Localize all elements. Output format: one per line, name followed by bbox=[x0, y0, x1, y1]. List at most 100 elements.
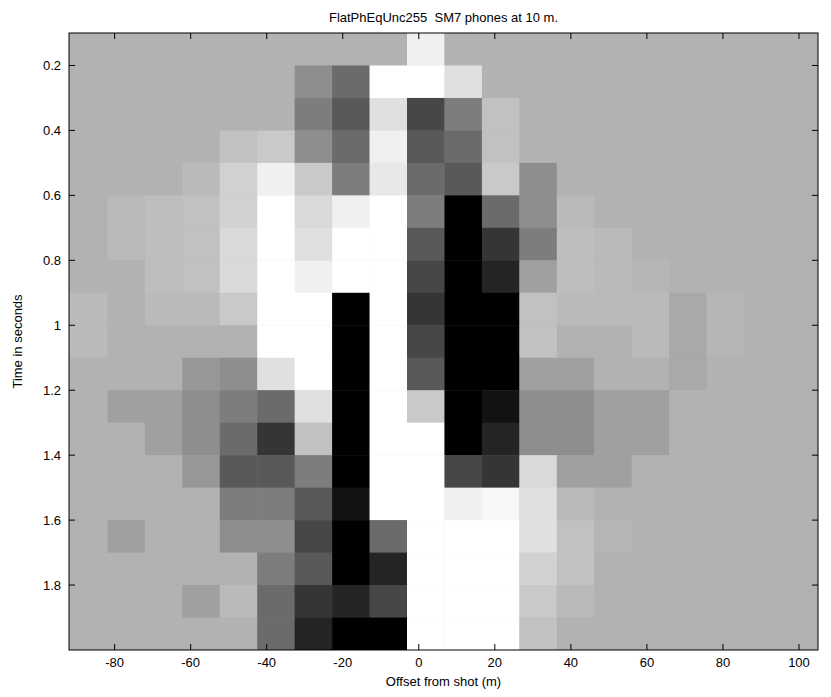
cell bbox=[257, 228, 295, 261]
cell bbox=[182, 260, 220, 293]
cell bbox=[182, 455, 220, 488]
cell bbox=[594, 33, 632, 66]
cell bbox=[744, 423, 782, 456]
cell bbox=[257, 488, 295, 521]
cell bbox=[332, 390, 370, 423]
cell bbox=[744, 33, 782, 66]
cell bbox=[782, 163, 818, 196]
cell bbox=[482, 65, 520, 98]
cell bbox=[444, 228, 482, 261]
cell bbox=[594, 195, 632, 228]
x-tick-top bbox=[114, 33, 115, 39]
cell bbox=[295, 98, 333, 131]
cell bbox=[220, 455, 258, 488]
cell bbox=[295, 65, 333, 98]
x-tick-label: 0 bbox=[415, 655, 422, 670]
cell bbox=[70, 455, 108, 488]
cell bbox=[257, 163, 295, 196]
cell bbox=[407, 293, 445, 326]
y-tick bbox=[69, 65, 75, 66]
x-tick-top bbox=[798, 33, 799, 39]
cell bbox=[295, 390, 333, 423]
cell bbox=[182, 293, 220, 326]
cell bbox=[370, 195, 408, 228]
cell bbox=[594, 585, 632, 618]
y-tick bbox=[69, 520, 75, 521]
cell bbox=[332, 553, 370, 586]
cell bbox=[744, 455, 782, 488]
cell bbox=[70, 585, 108, 618]
cell bbox=[594, 553, 632, 586]
cell bbox=[669, 163, 707, 196]
cell bbox=[257, 195, 295, 228]
cell bbox=[482, 33, 520, 66]
cell bbox=[632, 130, 670, 163]
cell bbox=[370, 553, 408, 586]
cell bbox=[744, 488, 782, 521]
y-tick-label: 0.2 bbox=[43, 58, 61, 73]
cell bbox=[220, 163, 258, 196]
cell bbox=[744, 163, 782, 196]
cell bbox=[107, 358, 145, 391]
x-tick bbox=[114, 644, 115, 650]
cell bbox=[107, 325, 145, 358]
cell bbox=[744, 130, 782, 163]
cell bbox=[70, 130, 108, 163]
cell bbox=[594, 293, 632, 326]
cell bbox=[782, 455, 818, 488]
cell bbox=[632, 163, 670, 196]
cell bbox=[669, 130, 707, 163]
cell bbox=[519, 130, 557, 163]
cell bbox=[220, 358, 258, 391]
cell bbox=[782, 423, 818, 456]
cell bbox=[557, 520, 595, 553]
cell bbox=[669, 260, 707, 293]
cell bbox=[557, 390, 595, 423]
cell bbox=[444, 98, 482, 131]
y-tick-right bbox=[812, 260, 818, 261]
cell bbox=[482, 260, 520, 293]
cell bbox=[519, 358, 557, 391]
x-tick bbox=[798, 644, 799, 650]
cell bbox=[332, 130, 370, 163]
cell bbox=[669, 325, 707, 358]
cell bbox=[70, 618, 108, 650]
cell bbox=[257, 325, 295, 358]
cell bbox=[557, 423, 595, 456]
y-tick-right bbox=[812, 585, 818, 586]
cell bbox=[182, 358, 220, 391]
cell bbox=[70, 553, 108, 586]
cell bbox=[107, 163, 145, 196]
cell bbox=[782, 33, 818, 66]
cell bbox=[707, 195, 745, 228]
cell bbox=[70, 293, 108, 326]
cell bbox=[669, 228, 707, 261]
cell bbox=[220, 228, 258, 261]
cell bbox=[482, 390, 520, 423]
cell bbox=[332, 228, 370, 261]
cell bbox=[519, 325, 557, 358]
cell bbox=[707, 455, 745, 488]
cell bbox=[444, 553, 482, 586]
y-tick bbox=[69, 130, 75, 131]
cell bbox=[444, 65, 482, 98]
cell bbox=[145, 195, 183, 228]
cell bbox=[145, 455, 183, 488]
cell bbox=[444, 130, 482, 163]
cell bbox=[632, 195, 670, 228]
x-tick bbox=[190, 644, 191, 650]
cell bbox=[482, 553, 520, 586]
cell bbox=[744, 618, 782, 650]
cell bbox=[70, 65, 108, 98]
y-tick-label: 1 bbox=[54, 318, 61, 333]
cell bbox=[332, 423, 370, 456]
cell bbox=[70, 390, 108, 423]
y-axis-title: Time in seconds bbox=[10, 294, 25, 389]
cell bbox=[519, 293, 557, 326]
cell bbox=[370, 98, 408, 131]
cell bbox=[594, 455, 632, 488]
cell bbox=[220, 260, 258, 293]
cell bbox=[482, 98, 520, 131]
cell bbox=[182, 228, 220, 261]
cell bbox=[632, 98, 670, 131]
